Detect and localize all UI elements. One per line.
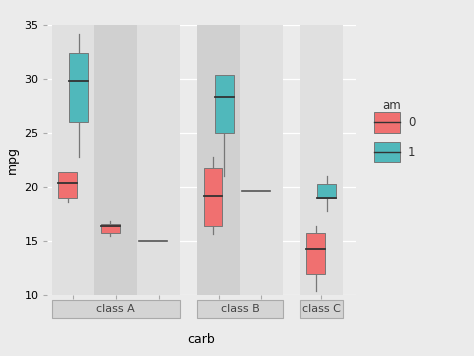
Bar: [52, 25, 180, 295]
Text: am: am: [383, 99, 401, 112]
Bar: [215, 75, 234, 133]
Bar: [300, 25, 343, 295]
Bar: [197, 25, 283, 295]
Bar: [204, 168, 222, 226]
Text: 0: 0: [408, 116, 416, 129]
Bar: [374, 142, 400, 162]
FancyBboxPatch shape: [197, 300, 283, 318]
Bar: [197, 25, 240, 295]
Bar: [58, 172, 77, 198]
Bar: [69, 53, 88, 122]
Y-axis label: mpg: mpg: [6, 146, 18, 174]
Bar: [306, 233, 325, 274]
Text: class A: class A: [97, 304, 135, 314]
Bar: [374, 112, 400, 132]
Text: class B: class B: [220, 304, 259, 314]
Bar: [52, 25, 94, 295]
Bar: [318, 184, 336, 198]
Text: carb: carb: [188, 333, 215, 346]
Bar: [137, 25, 180, 295]
FancyBboxPatch shape: [300, 300, 343, 318]
Text: class C: class C: [302, 304, 341, 314]
Bar: [300, 25, 343, 295]
Bar: [94, 25, 137, 295]
Bar: [101, 224, 120, 233]
Text: 1: 1: [408, 146, 416, 158]
Bar: [240, 25, 283, 295]
FancyBboxPatch shape: [52, 300, 180, 318]
